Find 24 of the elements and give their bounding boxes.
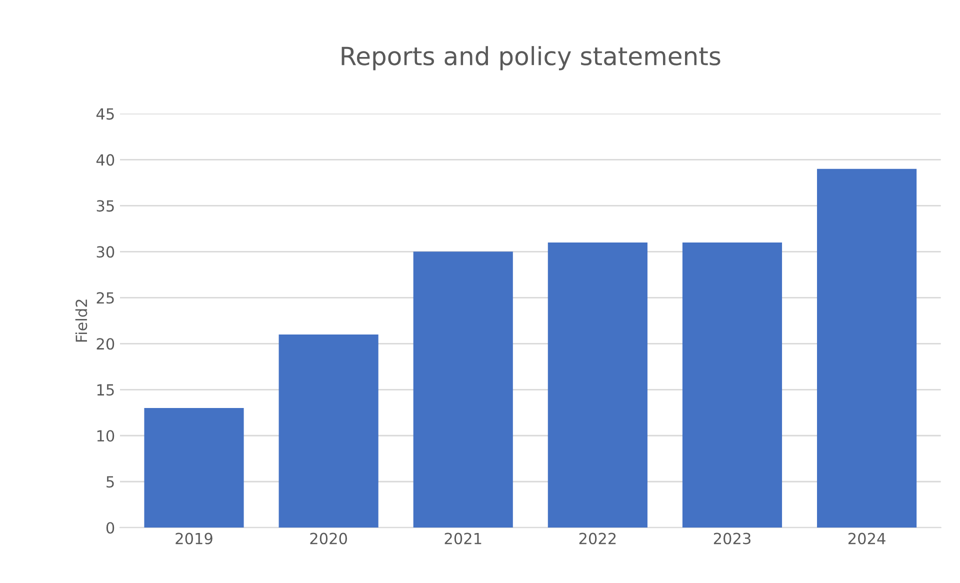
y-tick-label: 0: [106, 522, 114, 534]
y-axis-title: Field2: [75, 300, 88, 342]
y-tick-label: 15: [97, 384, 114, 396]
y-tick-label: 45: [96, 108, 114, 120]
y-tick-label: 20: [96, 338, 114, 350]
x-tick-label: 2023: [714, 532, 750, 544]
y-tick-label: 25: [96, 292, 114, 304]
y-tick-label: 10: [97, 430, 114, 442]
x-tick-label: 2022: [579, 532, 616, 544]
x-tick-label: 2019: [176, 532, 212, 544]
bar: [548, 242, 648, 528]
y-tick-label: 35: [96, 200, 114, 212]
chart-title: Reports and policy statements: [342, 46, 720, 70]
bar: [144, 408, 244, 528]
y-tick-label: 40: [96, 154, 114, 166]
bar: [278, 334, 378, 528]
bar: [413, 252, 513, 528]
x-tick-label: 2020: [310, 532, 347, 544]
x-tick-label: 2021: [444, 532, 482, 544]
y-tick-label: 30: [96, 246, 114, 258]
y-tick-label: 5: [106, 476, 114, 488]
bar: [817, 168, 917, 528]
x-tick-label: 2024: [848, 532, 886, 544]
bar: [682, 242, 782, 528]
